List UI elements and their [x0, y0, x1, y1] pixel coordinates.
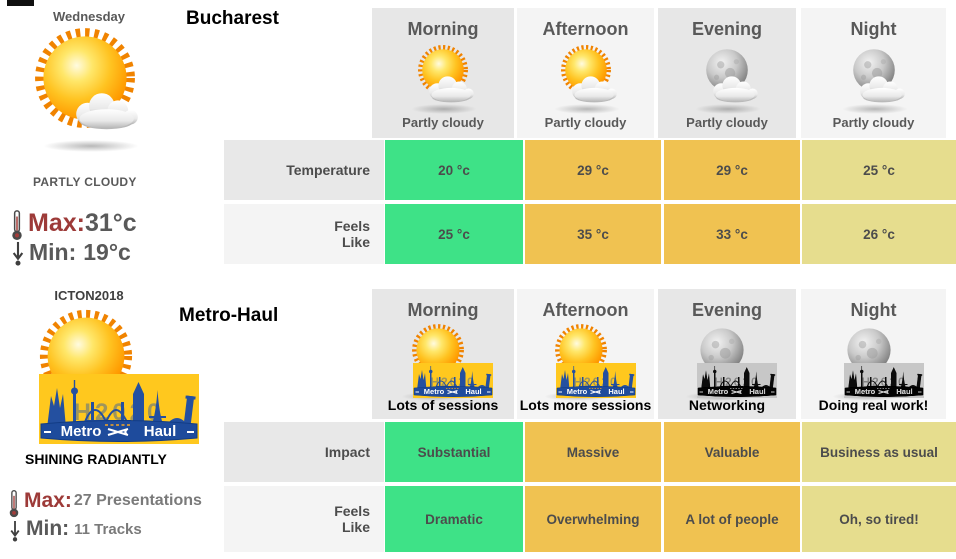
feels-like-cell-night: 26 °c — [802, 204, 956, 264]
metro-haul-logo — [556, 363, 636, 398]
moon-metrohaul-icon — [669, 323, 785, 401]
row-label-feels-like: Feels Like — [224, 486, 384, 552]
feels-like-cell-morning: 25 °c — [385, 204, 523, 264]
moon-cloud-icon — [677, 44, 777, 114]
row-label-impact: Impact — [224, 422, 384, 482]
column-label: Night — [850, 300, 897, 320]
metrohaul-header-afternoon: Afternoon Lots more sessions — [517, 289, 654, 419]
moon-metrohaul-icon — [816, 323, 932, 401]
impact-cell-night: Business as usual — [802, 422, 956, 482]
column-caption: Partly cloudy — [832, 115, 915, 130]
cloud-icon — [65, 90, 145, 130]
icon-shadow — [841, 104, 908, 114]
cloud-icon — [705, 74, 763, 103]
event-max-label: Max: — [24, 489, 72, 512]
column-label: Morning — [407, 300, 479, 320]
feels-like-cell-afternoon: 35 °c — [525, 204, 661, 264]
event-feels-cell-afternoon: Overwhelming — [525, 486, 661, 552]
impact-cell-evening: Valuable — [664, 422, 800, 482]
thermometer-icon — [9, 209, 25, 241]
bucharest-header-morning: Morning Partly cloudy — [372, 8, 514, 138]
column-caption: Lots of sessions — [387, 397, 499, 413]
event-min-line: Min: 11 Tracks — [10, 517, 142, 542]
cloud-icon — [852, 74, 910, 103]
bucharest-header-afternoon: Afternoon Partly cloudy — [517, 8, 654, 138]
metro-haul-logo — [39, 374, 199, 444]
column-label: Evening — [691, 300, 762, 320]
temperature-cell-evening: 29 °c — [664, 140, 800, 200]
column-caption: Partly cloudy — [686, 115, 768, 130]
impact-cell-morning: Substantial — [385, 422, 523, 482]
event-title: Metro-Haul — [179, 305, 279, 326]
column-label: Afternoon — [542, 19, 629, 39]
impact-cell-afternoon: Massive — [525, 422, 661, 482]
event-min-label: Min: — [26, 517, 70, 540]
moon-cloud-icon — [824, 44, 924, 114]
metrohaul-header-morning: Morning Lots of sessions — [372, 289, 514, 419]
bucharest-header-night: Night Partly cloudy — [801, 8, 946, 138]
thermometer-icon — [7, 489, 21, 518]
metrohaul-header-night: Night Doing real work! — [801, 289, 946, 419]
column-caption: Lots more sessions — [519, 397, 652, 413]
column-caption: Partly cloudy — [402, 115, 484, 130]
metro-haul-logo-grayscale — [697, 363, 777, 398]
day-label: Wednesday — [52, 9, 125, 24]
column-label: Morning — [407, 19, 479, 39]
cloud-icon — [421, 74, 479, 103]
cloud-icon — [564, 74, 622, 103]
city-title: Bucharest — [186, 8, 279, 29]
column-caption: Networking — [688, 397, 766, 413]
icon-shadow — [553, 104, 620, 114]
event-min-value: 11 Tracks — [74, 521, 142, 538]
sun-cloud-icon — [25, 24, 155, 152]
feels-like-cell-evening: 33 °c — [664, 204, 800, 264]
sun-metrohaul-icon — [385, 323, 501, 401]
max-label: Max: — [28, 209, 85, 237]
event-feels-cell-night: Oh, so tired! — [802, 486, 956, 552]
icon-shadow — [411, 104, 477, 114]
temperature-cell-afternoon: 29 °c — [525, 140, 661, 200]
event-name-label: ICTON2018 — [54, 288, 124, 303]
column-label: Night — [850, 19, 897, 39]
condition-label: PARTLY CLOUDY — [33, 175, 137, 189]
temperature-cell-morning: 20 °c — [385, 140, 523, 200]
sun-cloud-icon — [536, 44, 636, 114]
min-temperature-line: Min: 19°c — [12, 239, 131, 266]
min-label: Min: — [29, 239, 77, 265]
metro-haul-logo-grayscale — [844, 363, 924, 398]
event-feels-cell-morning: Dramatic — [385, 486, 523, 552]
row-label-temperature: Temperature — [224, 140, 384, 200]
sun-metrohaul-icon — [528, 323, 644, 401]
temperature-cell-night: 25 °c — [802, 140, 956, 200]
max-value: 31°c — [84, 209, 137, 237]
min-value: 19°c — [83, 239, 131, 265]
column-caption: Doing real work! — [818, 397, 929, 413]
arrow-down-icon — [12, 241, 24, 266]
metro-haul-logo — [413, 363, 493, 398]
event-condition-label: SHINING RADIANTLY — [25, 451, 167, 467]
metrohaul-header-evening: Evening Networking — [658, 289, 796, 419]
icon-shadow — [695, 104, 761, 114]
column-caption: Partly cloudy — [544, 115, 627, 130]
column-label: Afternoon — [542, 300, 629, 320]
event-max-line: Max: 27 Presentations — [7, 489, 202, 518]
corner-artifact-mark — [7, 0, 34, 6]
bucharest-header-evening: Evening Partly cloudy — [658, 8, 796, 138]
max-temperature-line: Max: 31°c — [9, 209, 137, 241]
event-max-value: 27 Presentations — [73, 492, 202, 509]
column-label: Evening — [691, 19, 762, 39]
event-feels-cell-evening: A lot of people — [664, 486, 800, 552]
sun-cloud-icon — [393, 44, 493, 114]
row-label-feels-like: Feels Like — [224, 204, 384, 264]
icon-shadow — [43, 140, 139, 152]
arrow-down-icon — [10, 520, 20, 542]
